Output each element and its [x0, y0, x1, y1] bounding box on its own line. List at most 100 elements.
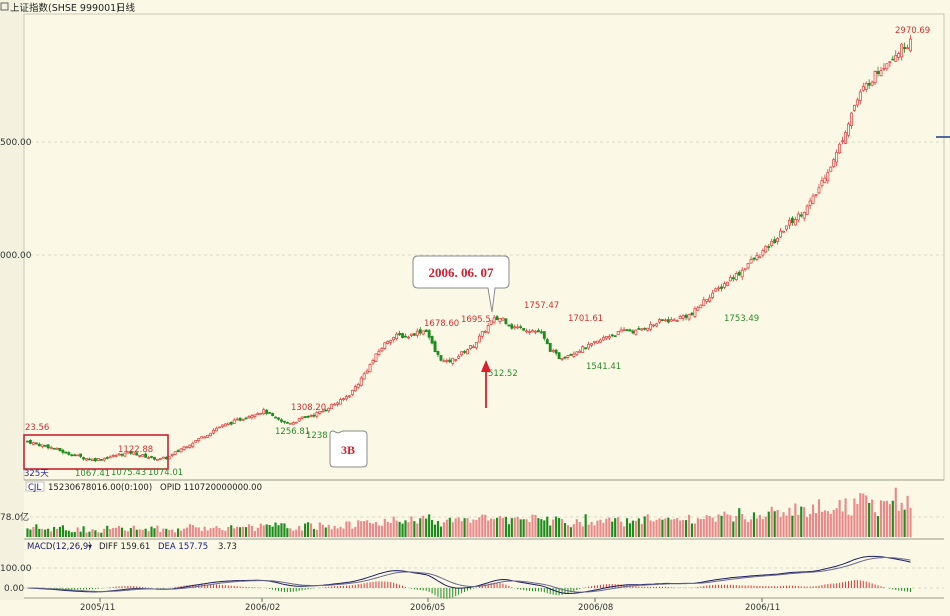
- volume-bar: [856, 503, 859, 537]
- candle-body: [312, 414, 316, 417]
- candle-body: [427, 330, 431, 338]
- macd-indicator-name[interactable]: MACD(12,26,9): [27, 542, 92, 552]
- candle-body: [460, 351, 464, 356]
- volume-bar: [398, 521, 401, 537]
- volume-bar: [117, 525, 121, 537]
- volume-indicator-name[interactable]: CJL: [28, 483, 41, 493]
- volume-bar: [26, 528, 29, 537]
- callout-date-text: 2006. 06. 07: [429, 265, 495, 280]
- volume-bar: [64, 530, 67, 537]
- volume-bar: [138, 529, 141, 537]
- candle-body: [164, 457, 168, 460]
- chevron-down-icon[interactable]: ▾: [88, 542, 92, 551]
- volume-bar: [682, 520, 685, 537]
- volume-bar: [194, 527, 197, 537]
- candle-body: [472, 346, 475, 349]
- volume-bar: [132, 525, 135, 537]
- period-label[interactable]: 日线: [116, 2, 136, 14]
- volume-bar: [776, 509, 779, 537]
- volume-bar: [345, 521, 348, 537]
- volume-bar: [91, 529, 94, 537]
- candle-body: [256, 413, 260, 416]
- volume-bar: [244, 527, 248, 537]
- candle-body: [788, 219, 791, 226]
- candle-body: [646, 327, 650, 331]
- volume-bar: [236, 526, 239, 537]
- candle-body: [49, 446, 53, 449]
- volume-bar: [233, 528, 236, 537]
- candle-body: [439, 355, 443, 361]
- volume-bar: [493, 519, 496, 537]
- candle-body: [76, 454, 80, 457]
- volume-bar: [123, 530, 127, 537]
- candle-body: [649, 323, 653, 330]
- candle-body: [528, 331, 531, 333]
- candle-body: [79, 453, 83, 457]
- volume-bar: [761, 519, 764, 537]
- volume-bar: [676, 518, 679, 537]
- volume-bar: [664, 518, 667, 537]
- volume-bar: [891, 500, 894, 537]
- volume-bar: [690, 523, 694, 537]
- volume-bar: [546, 516, 549, 537]
- candle-body: [737, 271, 741, 276]
- volume-bar: [637, 518, 640, 537]
- volume-bar: [454, 518, 457, 537]
- volume-bar: [179, 530, 183, 537]
- candle-body: [120, 453, 124, 456]
- candle-body: [339, 399, 342, 405]
- price-label: 1757.47: [524, 301, 559, 311]
- volume-bar: [100, 532, 103, 537]
- volume-bar: [112, 527, 115, 537]
- candle-body: [96, 458, 100, 461]
- candle-body: [404, 335, 407, 338]
- candle-body: [867, 83, 871, 86]
- volume-bar: [572, 524, 575, 537]
- candle-body: [513, 326, 517, 329]
- candle-body: [498, 318, 502, 322]
- volume-bar: [752, 512, 756, 537]
- candle-body: [380, 348, 384, 352]
- volume-bar: [702, 518, 705, 537]
- volume-bar: [481, 514, 484, 537]
- candle-body: [492, 317, 496, 323]
- volume-bar: [103, 528, 106, 537]
- candle-body: [474, 341, 478, 349]
- volume-bar: [741, 513, 744, 537]
- candle-body: [770, 241, 774, 247]
- volume-indicator-tag[interactable]: [25, 481, 45, 492]
- candle-body: [566, 355, 570, 358]
- volume-bar: [386, 521, 389, 537]
- candle-body: [504, 318, 508, 324]
- candle-body: [852, 105, 856, 111]
- candle-body: [879, 70, 883, 77]
- volume-bar: [295, 529, 298, 537]
- candle-body: [838, 143, 842, 154]
- candle-body: [365, 370, 369, 374]
- volume-bar: [885, 500, 888, 537]
- volume-bar: [478, 517, 481, 537]
- candle-body: [247, 416, 251, 419]
- volume-bar: [304, 523, 307, 537]
- volume-bar: [531, 514, 534, 537]
- candle-body: [711, 292, 715, 298]
- volume-bar: [460, 521, 463, 537]
- candle-body: [262, 409, 266, 415]
- volume-bar: [336, 528, 339, 537]
- window-menu-icon[interactable]: [0, 2, 9, 11]
- candle-body: [31, 442, 35, 445]
- volume-bar: [463, 518, 466, 537]
- volume-bar: [348, 521, 351, 537]
- candle-body: [634, 329, 638, 335]
- volume-bar: [540, 519, 543, 537]
- candle-body: [785, 225, 788, 230]
- price-label: 1075.43: [111, 468, 146, 478]
- volume-bar: [569, 527, 572, 537]
- candle-body: [91, 458, 94, 461]
- candle-body: [102, 458, 106, 461]
- candle-body: [147, 457, 150, 459]
- candle-body: [835, 151, 839, 163]
- volume-bar: [47, 528, 50, 537]
- volume-bar: [410, 516, 413, 537]
- volume-bar: [239, 527, 242, 537]
